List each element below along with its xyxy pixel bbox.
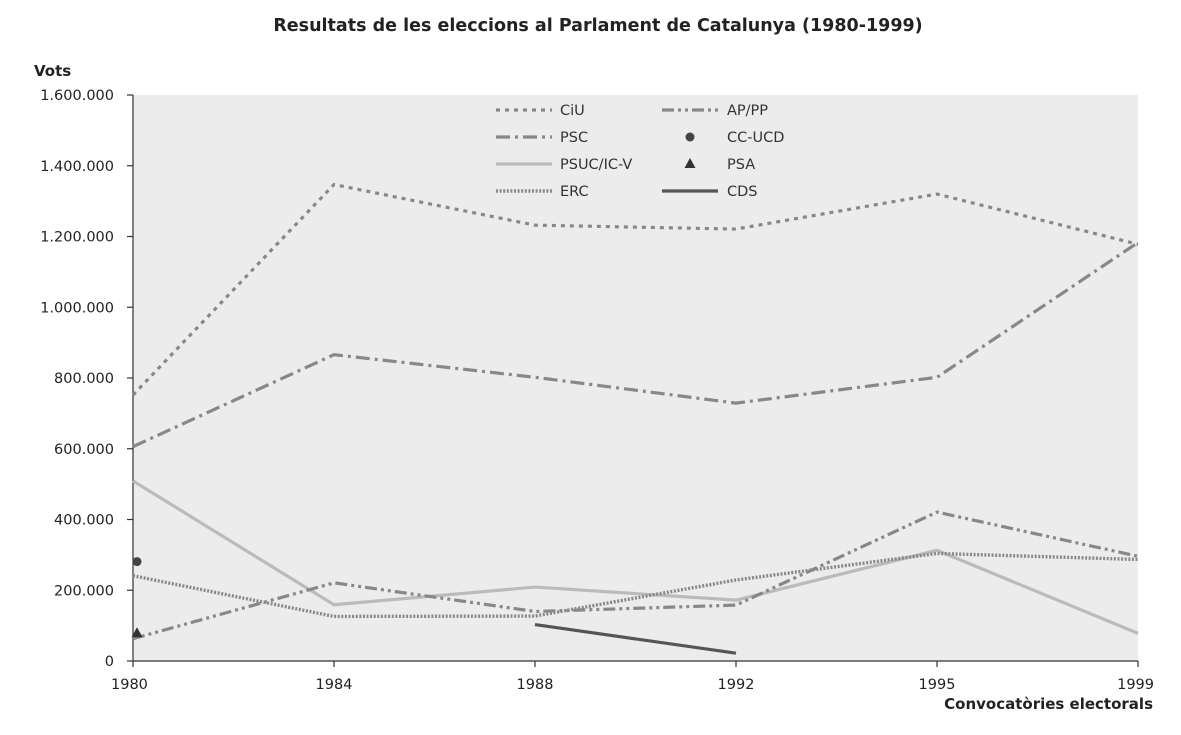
series-cds — [534, 622, 737, 655]
series-group — [131, 182, 1139, 655]
series-line-cds — [534, 622, 737, 655]
series-line-ap-pp — [132, 510, 1139, 641]
legend-item-ap-pp: AP/PP — [662, 103, 768, 119]
legend-label: AP/PP — [727, 103, 768, 119]
legend-item-cds: CDS — [662, 184, 758, 200]
legend-item-psa: PSA — [684, 157, 755, 173]
data-point-cc-ucd — [132, 557, 142, 567]
series-ap-pp — [132, 510, 1139, 641]
series-line-psuc-ic-v — [132, 479, 1139, 635]
legend-item-psuc-ic-v: PSUC/IC-V — [496, 157, 632, 173]
legend-label: CiU — [560, 103, 585, 119]
y-tick-label: 1.400.000 — [40, 159, 114, 175]
legend-label: CDS — [727, 184, 758, 200]
x-axis-title: Convocatòries electorals — [944, 695, 1153, 713]
legend: CiU PSC PSUC/IC-V ERC AP/PP CC-UCD PSA CDS — [496, 103, 784, 200]
legend-swatch — [685, 132, 695, 142]
chart-title: Resultats de les eleccions al Parlament … — [273, 16, 923, 36]
plot-area — [133, 95, 1138, 661]
x-tick-label: 1980 — [111, 677, 148, 693]
legend-item-ciu: CiU — [496, 103, 585, 119]
legend-item-erc: ERC — [496, 184, 589, 200]
series-line-erc — [132, 551, 1139, 619]
y-tick-label: 400.000 — [54, 513, 114, 529]
series-line-psc — [132, 241, 1139, 449]
legend-item-psc: PSC — [496, 130, 588, 146]
data-point-psa — [131, 627, 143, 638]
legend-item-cc-ucd: CC-UCD — [685, 130, 784, 146]
legend-label: PSA — [727, 157, 755, 173]
x-tick-label: 1995 — [919, 677, 956, 693]
y-axis-title: Vots — [34, 62, 71, 80]
axes: 0 200.000 400.000 600.000 800.000 1.000.000 1.… — [40, 88, 1154, 693]
x-tick-label: 1992 — [718, 677, 755, 693]
legend-label: CC-UCD — [727, 130, 784, 146]
series-psc — [132, 241, 1139, 449]
y-tick-label: 1.000.000 — [40, 300, 114, 316]
series-erc — [132, 551, 1139, 619]
x-tick-label: 1988 — [517, 677, 554, 693]
legend-label: PSUC/IC-V — [560, 157, 632, 173]
series-psuc-ic-v — [132, 479, 1139, 635]
legend-swatch — [684, 158, 696, 168]
y-tick-label: 200.000 — [54, 583, 114, 599]
series-cc-ucd — [132, 557, 142, 567]
series-psa — [131, 627, 143, 638]
legend-label: PSC — [560, 130, 588, 146]
y-tick-label: 800.000 — [54, 371, 114, 387]
series-ciu — [131, 182, 1139, 397]
y-tick-label: 1.600.000 — [40, 88, 114, 104]
legend-label: ERC — [560, 184, 589, 200]
series-line-ciu — [131, 182, 1139, 397]
y-tick-label: 0 — [105, 654, 114, 670]
x-tick-label: 1984 — [316, 677, 353, 693]
y-tick-label: 600.000 — [54, 442, 114, 458]
y-tick-label: 1.200.000 — [40, 230, 114, 246]
x-tick-label: 1999 — [1117, 677, 1154, 693]
